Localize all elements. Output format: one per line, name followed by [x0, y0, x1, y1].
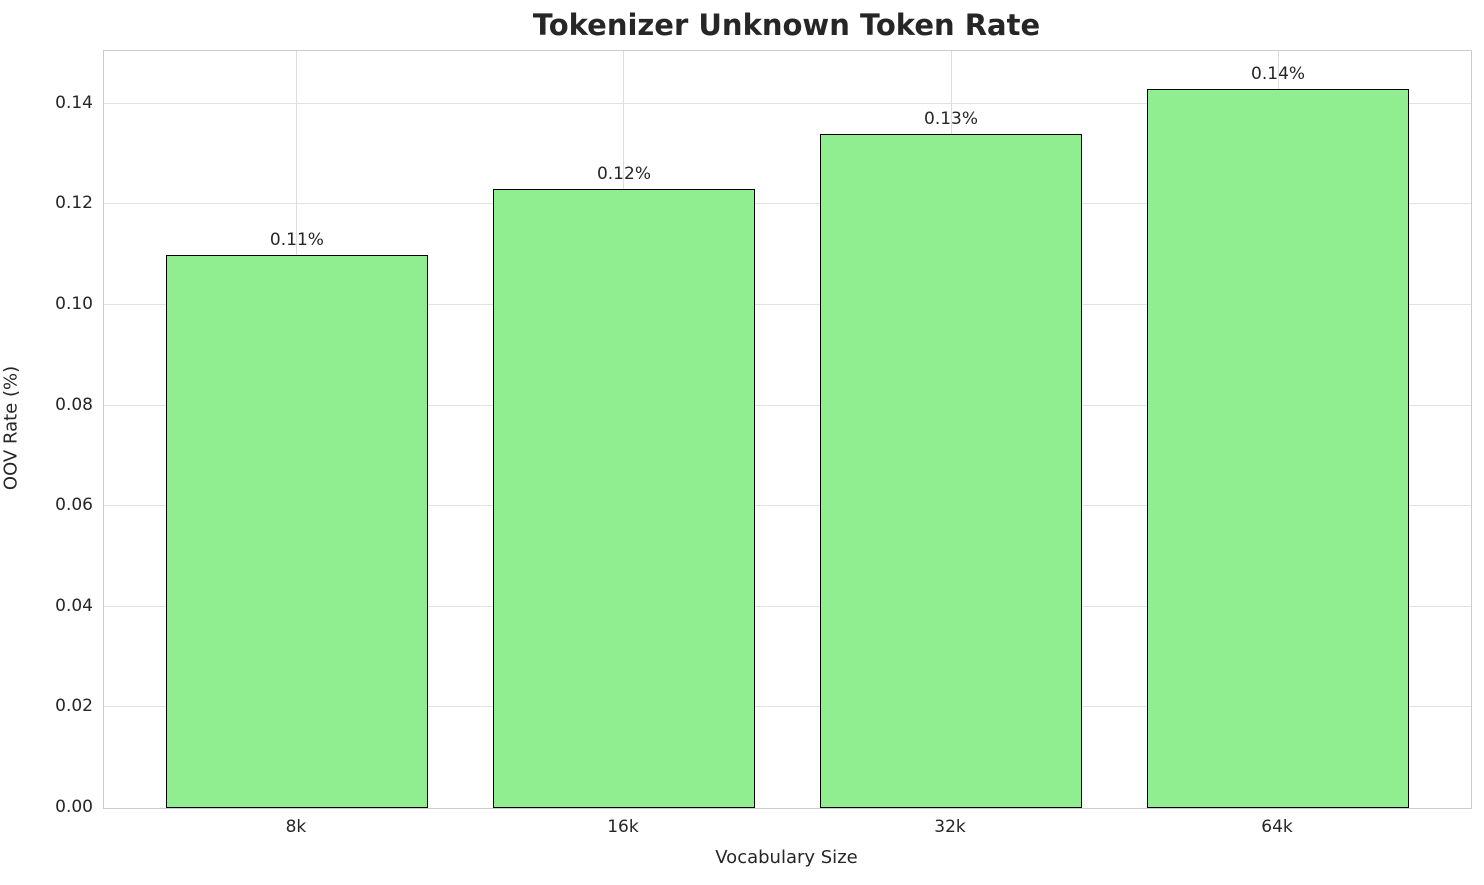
y-tick-label: 0.00: [55, 797, 93, 817]
y-tick-label: 0.12: [55, 193, 93, 214]
y-tick-label: 0.04: [55, 595, 93, 616]
bar-value-label: 0.13%: [924, 109, 979, 129]
bar-64k: [1147, 88, 1409, 808]
y-gridline: [104, 404, 1471, 406]
y-gridline: [104, 706, 1471, 708]
bar-value-label: 0.12%: [596, 164, 651, 185]
plot-area: 0.11% 0.12% 0.13% 0.14%: [103, 50, 1472, 809]
x-tick-label: 32k: [934, 817, 966, 837]
y-tick-label: 0.02: [55, 696, 93, 717]
y-gridline: [104, 203, 1471, 205]
x-tick-label: 16k: [607, 817, 639, 837]
y-tick-label: 0.10: [55, 294, 93, 314]
y-tick-label: 0.08: [55, 394, 93, 415]
y-gridline: [104, 505, 1471, 507]
y-gridline: [104, 102, 1471, 104]
x-tick-label: 8k: [285, 817, 307, 837]
bar-32k: [820, 134, 1082, 808]
x-axis-label: Vocabulary Size: [715, 847, 858, 868]
bar-value-label: 0.11%: [269, 229, 324, 250]
y-tick-label: 0.14: [55, 92, 93, 113]
bar-16k: [493, 189, 755, 808]
y-gridline: [104, 605, 1471, 607]
bar-value-label: 0.14%: [1251, 63, 1306, 84]
bar-8k: [166, 254, 428, 808]
chart-title: Tokenizer Unknown Token Rate: [532, 8, 1041, 42]
y-gridline: [104, 304, 1471, 306]
y-tick-label: 0.06: [55, 495, 93, 516]
y-axis-label: OOV Rate (%): [0, 365, 22, 491]
x-tick-label: 64k: [1261, 817, 1293, 837]
